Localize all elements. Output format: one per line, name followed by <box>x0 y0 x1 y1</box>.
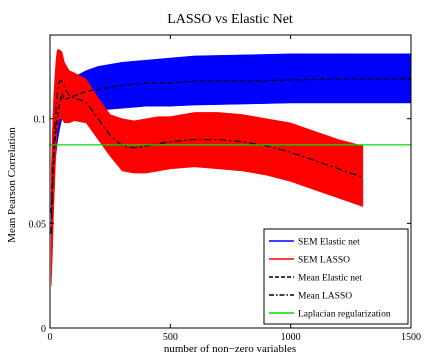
x-tick-label: 1500 <box>401 332 421 343</box>
legend: SEM Elastic net SEM LASSO Mean Elastic net… <box>263 228 409 325</box>
x-tick-label: 1000 <box>281 332 301 343</box>
y-axis-label: Mean Pearson Correlation <box>6 127 18 243</box>
y-tick-label: 0 <box>41 324 46 335</box>
y-tick-label: 0.1 <box>34 115 47 126</box>
series-mean-elastic-line <box>50 78 411 213</box>
axes-box <box>49 34 412 329</box>
x-tick-label: 0 <box>48 332 53 343</box>
series-sem-lasso-band <box>50 49 364 287</box>
legend-label-laplacian: Laplacian regularization <box>298 310 391 320</box>
axis-ticks: 0 500 1000 1500 0 0.05 0.1 <box>29 35 421 343</box>
legend-label-mean-lasso: Mean LASSO <box>298 292 352 302</box>
legend-label-sem-elastic: SEM Elastic net <box>298 238 360 248</box>
y-tick-label: 0.05 <box>29 219 47 230</box>
x-axis-label: number of non−zero variables <box>164 343 296 355</box>
legend-label-sem-lasso: SEM LASSO <box>298 256 350 266</box>
chart-title: LASSO vs Elastic Net <box>167 12 293 27</box>
x-tick-label: 500 <box>163 332 178 343</box>
legend-label-mean-elastic: Mean Elastic net <box>298 274 362 284</box>
